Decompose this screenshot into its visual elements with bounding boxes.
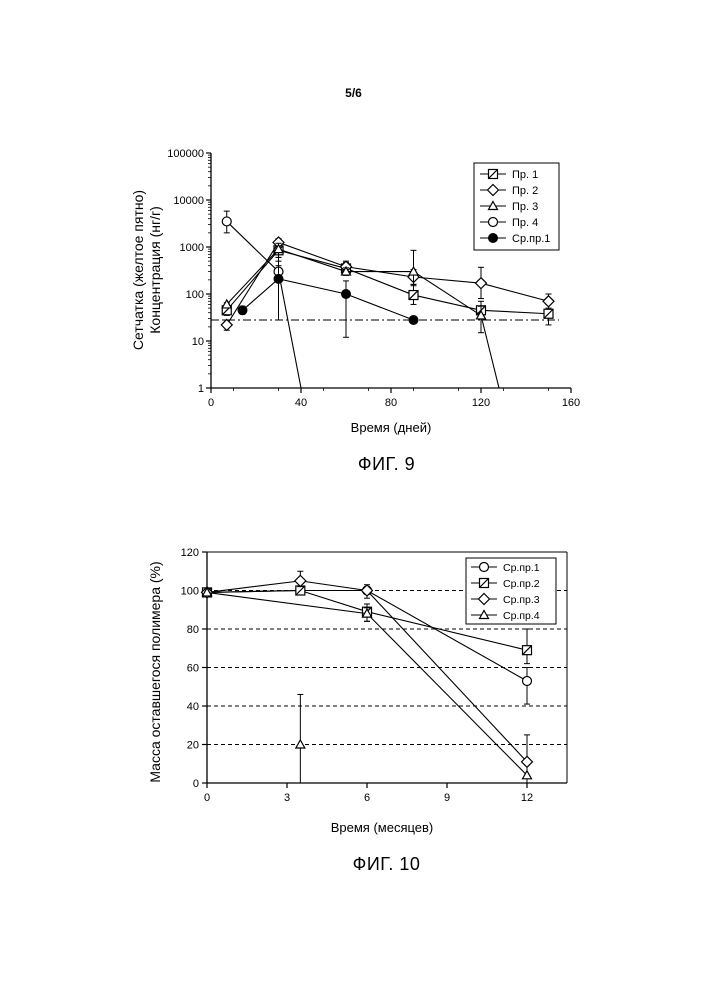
fig10-x-axis-label: Время (месяцев) bbox=[331, 820, 434, 835]
fig10-x-tick-label: 6 bbox=[364, 792, 370, 804]
fig10-x-tick-label: 12 bbox=[521, 792, 533, 804]
fig10-legend-label: Ср.пр.4 bbox=[503, 610, 540, 622]
fig10-y-tick-label: 100 bbox=[181, 586, 199, 598]
fig10-x-tick-label: 3 bbox=[284, 792, 290, 804]
fig10-point bbox=[296, 586, 305, 595]
fig10-error-bar bbox=[297, 694, 303, 783]
fig10-y-tick-label: 20 bbox=[187, 740, 199, 752]
fig10-isolated-point bbox=[296, 740, 305, 748]
fig10-legend-marker bbox=[480, 563, 489, 572]
fig10-y-tick-label: 120 bbox=[181, 547, 199, 559]
fig10-legend-label: Ср.пр.1 bbox=[503, 562, 540, 574]
fig10-x-tick-label: 0 bbox=[204, 792, 210, 804]
fig10-legend-label: Ср.пр.2 bbox=[503, 578, 540, 590]
fig10-y-axis-label: Масса оставшегося полимера (%) bbox=[147, 561, 163, 782]
fig10-x-tick-label: 9 bbox=[444, 792, 450, 804]
fig10-point bbox=[523, 676, 532, 685]
fig10-legend: Ср.пр.1 Ср.пр.2 Ср.пр.3 Ср.пр.4 bbox=[466, 558, 556, 624]
fig10-caption: ФИГ. 10 bbox=[33, 854, 707, 875]
fig10-point bbox=[523, 646, 532, 655]
fig10-y-tick-label: 40 bbox=[187, 701, 199, 713]
fig10-y-tick-label: 60 bbox=[187, 663, 199, 675]
fig10-y-tick-label: 80 bbox=[187, 624, 199, 636]
fig10-y-tick-label: 0 bbox=[193, 778, 199, 790]
fig10-point bbox=[295, 575, 306, 586]
fig9-caption: ФИГ. 9 bbox=[33, 454, 707, 475]
fig10-legend-label: Ср.пр.3 bbox=[503, 594, 540, 606]
fig10-legend-marker bbox=[480, 579, 489, 588]
